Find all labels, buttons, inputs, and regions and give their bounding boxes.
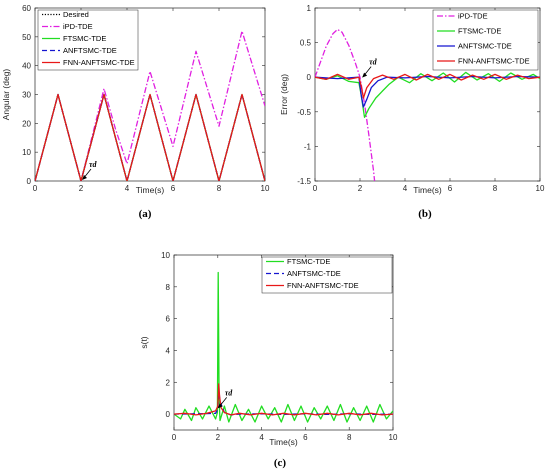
annotation-label: τd [225, 388, 234, 397]
x-tick-label: 4 [125, 184, 130, 193]
series-line-anftsmc-tde [315, 75, 540, 108]
legend-label: FTSMC-TDE [458, 27, 501, 36]
y-tick-label: 10 [161, 251, 170, 260]
x-tick-label: 8 [217, 184, 222, 193]
annotation-label: τd [369, 58, 378, 67]
y-axis-label: Angular (deg) [1, 69, 11, 121]
y-tick-label: 60 [22, 4, 31, 13]
y-tick-label: 30 [22, 91, 31, 100]
chart-b: 0 2 4 6 8 10 -1.5 -1 -0.5 0 0.5 1 Time(s) Error (deg)… [279, 4, 545, 220]
panel-caption: (a) [139, 208, 152, 220]
series-line-anftsmc-tde [174, 387, 393, 416]
chart-a: 0 2 4 6 8 10 0 10 20 30 40 50 60 Time(s) Angular (deg)… [1, 4, 270, 220]
series-line-ipd-tde [315, 28, 376, 181]
y-tick-label: 50 [22, 33, 31, 42]
x-tick-label: 2 [79, 184, 84, 193]
x-tick-label: 2 [358, 184, 363, 193]
legend-label: FTSMC-TDE [287, 257, 330, 266]
x-tick-label: 8 [347, 433, 352, 442]
y-tick-label: 0 [166, 410, 171, 419]
panel-caption: (c) [274, 457, 287, 469]
legend-label: FNN-ANFTSMC-TDE [458, 57, 530, 66]
x-tick-label: 6 [171, 184, 176, 193]
y-tick-label: 0 [307, 73, 312, 82]
annotation-arrowhead [217, 403, 223, 409]
x-tick-label: 0 [313, 184, 318, 193]
legend-box [37, 9, 139, 71]
legend-label: FTSMC-TDE [63, 34, 106, 43]
chart-c: 0 2 4 6 8 10 0 2 4 6 8 10 Time(s) s(t) τd FTSMC-TDE ANFT… [139, 251, 398, 469]
legend-label: Desired [63, 10, 89, 19]
series-group [35, 30, 265, 181]
legend-label: FNN-ANFTSMC-TDE [63, 58, 135, 67]
series-line-fnn-anftsmc-tde [35, 93, 265, 181]
x-tick-label: 6 [303, 433, 308, 442]
series-line-fnn-anftsmc-tde [174, 383, 393, 416]
x-tick-label: 4 [403, 184, 408, 193]
series-group [315, 28, 540, 181]
legend-label: iPD-TDE [63, 22, 93, 31]
y-tick-label: -0.5 [297, 108, 311, 117]
y-tick-label: 8 [166, 283, 171, 292]
series-line-fnn-anftsmc-tde [315, 73, 540, 99]
x-tick-label: 2 [216, 433, 221, 442]
panel-caption: (b) [418, 208, 432, 220]
legend-label: FNN-ANFTSMC-TDE [287, 281, 359, 290]
series-line-ipd-tde [35, 30, 265, 181]
x-tick-label: 4 [259, 433, 264, 442]
x-tick-label: 6 [448, 184, 453, 193]
y-tick-label: 0.5 [300, 39, 312, 48]
y-tick-label: 20 [22, 119, 31, 128]
y-tick-label: 2 [166, 378, 171, 387]
annotation-arrowhead [82, 175, 87, 180]
y-axis-label: Error (deg) [279, 74, 289, 115]
x-tick-label: 0 [33, 184, 38, 193]
y-tick-label: 10 [22, 148, 31, 157]
x-tick-label: 0 [172, 433, 177, 442]
y-tick-label: 1 [307, 4, 312, 13]
y-tick-label: -1.5 [297, 177, 311, 186]
x-tick-label: 10 [261, 184, 270, 193]
series-group [174, 271, 393, 423]
legend-label: ANFTSMC-TDE [287, 269, 341, 278]
y-tick-label: -1 [304, 142, 312, 151]
x-axis-label: Time(s) [136, 185, 165, 195]
legend-label: ANFTSMC-TDE [63, 46, 117, 55]
x-tick-label: 8 [493, 184, 498, 193]
annotation-label: τd [89, 160, 98, 169]
x-tick-label: 10 [389, 433, 398, 442]
y-tick-label: 40 [22, 62, 31, 71]
annotation-arrowhead [362, 72, 368, 78]
x-axis-label: Time(s) [413, 185, 442, 195]
y-tick-label: 4 [166, 346, 171, 355]
y-tick-label: 6 [166, 315, 171, 324]
x-axis-label: Time(s) [269, 437, 298, 447]
y-tick-label: 0 [27, 177, 32, 186]
series-line-ftsmc-tde [174, 271, 393, 423]
legend-label: iPD-TDE [458, 12, 488, 21]
series-line-ftsmc-tde [315, 71, 540, 118]
y-axis-label: s(t) [139, 336, 149, 348]
legend-box [261, 256, 393, 294]
legend-box [432, 9, 539, 71]
x-tick-label: 10 [536, 184, 545, 193]
legend-label: ANFTSMC-TDE [458, 42, 512, 51]
